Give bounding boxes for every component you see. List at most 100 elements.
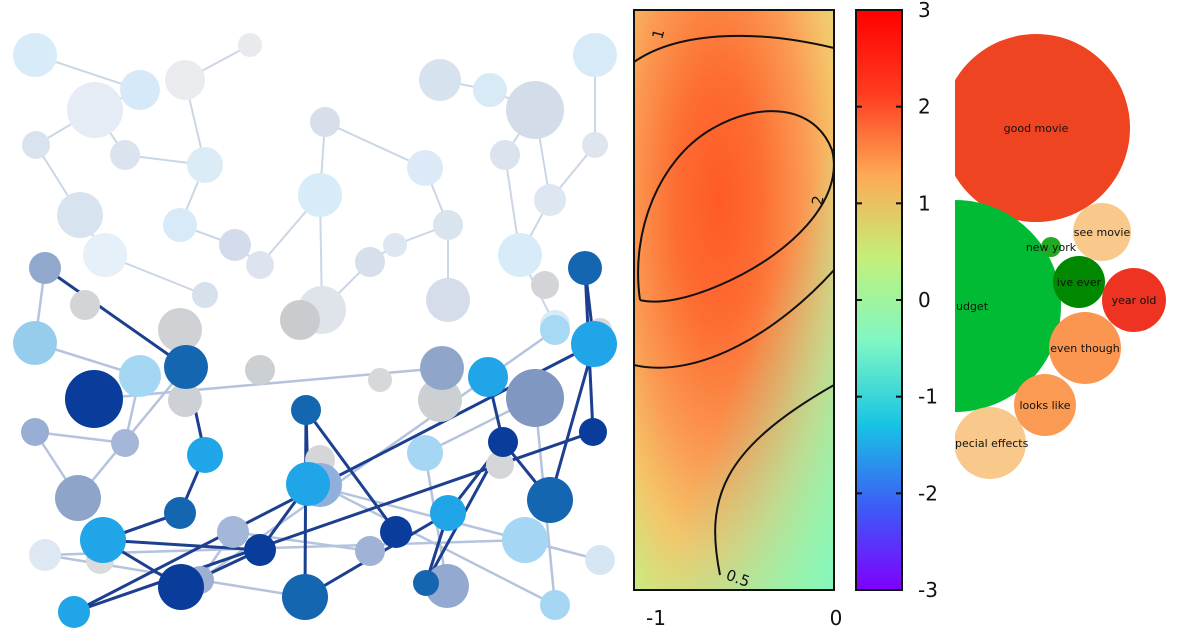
molecule-atom [58, 596, 90, 628]
contour-line-0-5 [714, 384, 834, 576]
molecule-atom [187, 147, 223, 183]
molecule-atom [291, 395, 321, 425]
contour-line-1b [634, 269, 834, 369]
molecule-bond [548, 343, 596, 501]
colorbar-ticks: 3 2 1 0 -1 -2 -3 [856, 0, 938, 602]
molecule-bond [44, 266, 187, 369]
molecule-atom [168, 383, 202, 417]
molecule-atom [488, 427, 518, 457]
molecule-atom [13, 321, 57, 365]
molecule-atom [418, 378, 462, 422]
colorbar-tick-label: 3 [918, 0, 931, 22]
molecule-atoms [13, 33, 617, 628]
colorbar-tick-label: -1 [918, 385, 938, 409]
bubble-label: new york [1026, 241, 1077, 254]
molecule-atom [29, 539, 61, 571]
molecule-atom [413, 570, 439, 596]
bubble [1073, 203, 1131, 261]
molecule-atom [29, 252, 61, 284]
molecule-atom [158, 308, 202, 352]
colorbar-tick-label: -3 [918, 578, 938, 602]
molecule-atom [490, 140, 520, 170]
molecule-atom [368, 368, 392, 392]
molecule-bond [102, 538, 261, 552]
colorbar-tick-label: 0 [918, 288, 931, 312]
molecule-atom [192, 282, 218, 308]
molecule-atom [83, 233, 127, 277]
molecule-atom [540, 315, 570, 345]
molecule-atom [430, 495, 466, 531]
molecule-atom [164, 345, 208, 389]
contour-heatmap: 1 2 0.5 -1 0 [633, 9, 843, 630]
molecule-atom [531, 271, 559, 299]
contour-line-2 [637, 110, 834, 303]
molecule-atom [468, 357, 508, 397]
bubble-label: see movie [1074, 226, 1131, 239]
molecule-atom [407, 150, 443, 186]
bubble [955, 34, 1130, 222]
molecule-atom [280, 300, 320, 340]
bubble [1049, 312, 1121, 384]
molecule-atom [582, 132, 608, 158]
molecule-atom [164, 497, 196, 529]
molecule-atom [568, 251, 602, 285]
molecule-atom [433, 210, 463, 240]
colorbar-tick-label: 1 [918, 191, 931, 215]
molecule-atom [585, 545, 615, 575]
molecule-atom [80, 517, 126, 563]
molecule-atom [534, 184, 566, 216]
molecule-atom [187, 437, 223, 473]
molecule-atom [246, 251, 274, 279]
contour-line-1 [634, 34, 834, 63]
molecule-atom [55, 475, 101, 521]
molecule-bond [324, 121, 426, 169]
colorbar-tick-label: 2 [918, 95, 931, 119]
molecule-atom [245, 355, 275, 385]
colorbar: 3 2 1 0 -1 -2 -3 [855, 0, 938, 602]
molecule-atom [244, 534, 276, 566]
molecule-atom [111, 429, 139, 457]
molecule-atom [355, 536, 385, 566]
x-tick-label-right: 0 [830, 606, 843, 630]
molecule-atom [573, 33, 617, 77]
bubble [1041, 237, 1061, 257]
bubble-chart: good movie udget see movie new york ive ever… [955, 34, 1166, 479]
molecule-bond [34, 430, 126, 445]
molecule-atom [120, 70, 160, 110]
molecule-atom [21, 418, 49, 446]
bubble-label: good movie [1004, 122, 1069, 135]
molecule-atom [165, 60, 205, 100]
molecule-atom [407, 435, 443, 471]
bubble-label: udget [956, 300, 989, 313]
molecule-atom [70, 290, 100, 320]
bubble-label: ive ever [1057, 276, 1102, 289]
molecule-atom [380, 516, 412, 548]
molecule-atom [506, 369, 564, 427]
molecule-atom [238, 33, 262, 57]
molecule-atom [355, 247, 385, 277]
bubble [1014, 374, 1076, 436]
molecule-atom [65, 370, 123, 428]
molecule-atom [420, 346, 464, 390]
molecule-atom [502, 517, 548, 563]
bubble-label: even though [1050, 342, 1119, 355]
bubble [1053, 256, 1105, 308]
molecule-atom [158, 564, 204, 610]
bubble [955, 200, 1061, 412]
molecule-atom [527, 477, 573, 523]
molecule-atom [286, 462, 330, 506]
molecule-atom [310, 107, 340, 137]
molecule-atom [506, 81, 564, 139]
molecule-atom [219, 229, 251, 261]
x-tick-label-left: -1 [646, 606, 666, 630]
bubble-label: pecial effects [955, 437, 1029, 450]
bubble-label: year old [1112, 294, 1157, 307]
molecule-illustration [13, 33, 617, 628]
molecule-atom [163, 208, 197, 242]
molecule-atom [217, 516, 249, 548]
contour-label-top: 1 [648, 27, 668, 41]
molecule-bond [304, 409, 398, 533]
molecule-atom [13, 33, 57, 77]
molecule-atom [119, 355, 161, 397]
molecule-atom [426, 278, 470, 322]
